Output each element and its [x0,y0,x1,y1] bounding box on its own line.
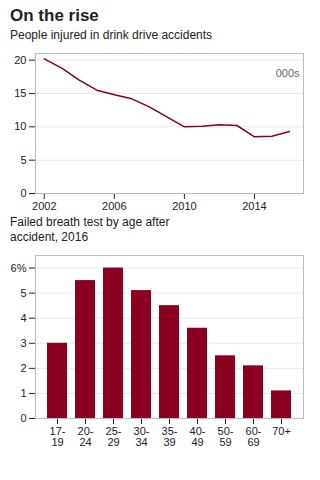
svg-text:4: 4 [20,312,26,324]
svg-text:0: 0 [20,412,26,424]
svg-text:2010: 2010 [172,200,196,212]
svg-text:0: 0 [20,187,26,199]
svg-text:30-34: 30-34 [134,425,150,448]
svg-text:25-29: 25-29 [106,425,122,448]
svg-text:2006: 2006 [102,200,126,212]
svg-text:2002: 2002 [32,200,56,212]
svg-text:60-69: 60-69 [246,425,262,448]
svg-text:10: 10 [14,120,26,132]
svg-text:2014: 2014 [242,200,266,212]
svg-text:2: 2 [20,362,26,374]
svg-text:5: 5 [20,287,26,299]
svg-text:1: 1 [20,387,26,399]
html-text:On the rise: On the rise [10,6,99,25]
svg-text:000s: 000s [276,67,300,79]
svg-text:5: 5 [20,154,26,166]
svg-text:17-19: 17-19 [50,425,66,448]
svg-text:35-39: 35-39 [162,425,178,448]
svg-text:20-24: 20-24 [78,425,94,448]
html-text:People injured in drink drive: People injured in drink drive accidents [10,28,213,42]
svg-text:50-59: 50-59 [218,425,234,448]
svg-text:15: 15 [14,87,26,99]
svg-text:70+: 70+ [272,425,291,437]
svg-text:3: 3 [20,337,26,349]
svg-text:40-49: 40-49 [190,425,206,448]
html-text:Failed breath test by age afte: Failed breath test by age after accident… [10,215,170,244]
svg-text:6%: 6% [11,262,27,274]
svg-text:20: 20 [14,54,26,66]
